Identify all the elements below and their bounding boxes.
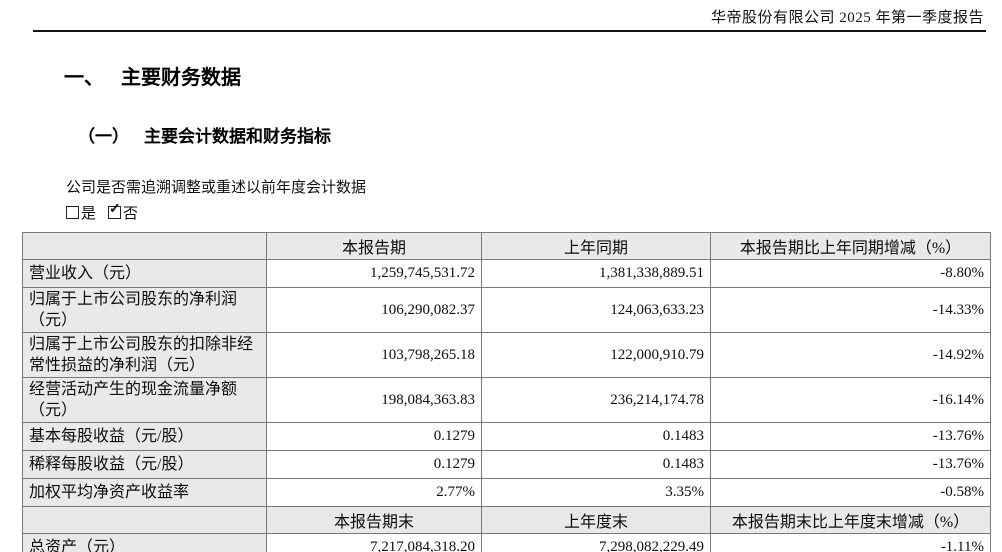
header-current-period-end: 本报告期末 xyxy=(266,506,482,534)
value-current: 106,290,082.37 xyxy=(266,287,482,333)
table-row-basic-eps: 基本每股收益（元/股） 0.1279 0.1483 -13.76% xyxy=(22,422,991,451)
header-blank-cell xyxy=(22,232,267,260)
value-prior: 236,214,174.78 xyxy=(481,377,711,423)
option-yes-label: 是 xyxy=(81,206,97,222)
value-prior: 0.1483 xyxy=(481,422,711,451)
header-current-period: 本报告期 xyxy=(266,232,482,260)
row-label: 归属于上市公司股东的扣除非经常性损益的净利润（元） xyxy=(22,332,267,378)
row-label: 经营活动产生的现金流量净额（元） xyxy=(22,377,267,423)
option-no-label: 否 xyxy=(123,206,139,222)
header-rule xyxy=(33,30,986,32)
value-current: 103,798,265.18 xyxy=(266,332,482,378)
table-row-net-profit-excl-nonrecurring: 归属于上市公司股东的扣除非经常性损益的净利润（元） 103,798,265.18… xyxy=(22,332,991,378)
row-label: 总资产（元） xyxy=(22,533,267,552)
subsection-heading-number: （一） xyxy=(78,127,129,146)
value-prior: 1,381,338,889.51 xyxy=(481,259,711,288)
row-label: 加权平均净资产收益率 xyxy=(22,478,267,507)
value-change: -1.11% xyxy=(710,533,991,552)
subsection-heading-text: 主要会计数据和财务指标 xyxy=(144,127,331,146)
table-header-period-row: 本报告期 上年同期 本报告期比上年同期增减（%） xyxy=(22,232,991,260)
table-row-operating-cash-flow: 经营活动产生的现金流量净额（元） 198,084,363.83 236,214,… xyxy=(22,377,991,423)
value-change: -8.80% xyxy=(710,259,991,288)
value-change: -13.76% xyxy=(710,450,991,479)
subsection-heading: （一） 主要会计数据和财务指标 xyxy=(78,122,1002,147)
header-period-end-change: 本报告期末比上年度末增减（%） xyxy=(710,506,991,534)
value-change: -16.14% xyxy=(710,377,991,423)
section-heading-number: 一、 xyxy=(64,67,104,89)
restatement-options: 是 ✓ 否 xyxy=(66,202,1002,223)
row-label: 归属于上市公司股东的净利润（元） xyxy=(22,287,267,333)
table-row-revenue: 营业收入（元） 1,259,745,531.72 1,381,338,889.5… xyxy=(22,259,991,288)
value-prior: 7,298,082,229.49 xyxy=(481,533,711,552)
value-current: 0.1279 xyxy=(266,422,482,451)
row-label: 稀释每股收益（元/股） xyxy=(22,450,267,479)
header-prior-year-end: 上年度末 xyxy=(481,506,711,534)
value-current: 2.77% xyxy=(266,478,482,507)
section-heading-text: 主要财务数据 xyxy=(121,67,241,89)
table-row-total-assets: 总资产（元） 7,217,084,318.20 7,298,082,229.49… xyxy=(22,533,991,552)
value-current: 1,259,745,531.72 xyxy=(266,259,482,288)
value-current: 0.1279 xyxy=(266,450,482,479)
value-prior: 3.35% xyxy=(481,478,711,507)
table-row-weighted-avg-roe: 加权平均净资产收益率 2.77% 3.35% -0.58% xyxy=(22,478,991,507)
restatement-question: 公司是否需追溯调整或重述以前年度会计数据 xyxy=(66,180,367,196)
checkbox-no-checked-icon: ✓ xyxy=(108,202,122,219)
header-prior-period: 上年同期 xyxy=(481,232,711,260)
header-period-change: 本报告期比上年同期增减（%） xyxy=(710,232,991,260)
value-change: -14.33% xyxy=(710,287,991,333)
value-prior: 124,063,633.23 xyxy=(481,287,711,333)
value-prior: 122,000,910.79 xyxy=(481,332,711,378)
value-change: -13.76% xyxy=(710,422,991,451)
table-row-net-profit: 归属于上市公司股东的净利润（元） 106,290,082.37 124,063,… xyxy=(22,287,991,333)
value-prior: 0.1483 xyxy=(481,450,711,479)
header-blank-cell xyxy=(22,506,267,534)
table-header-period-end-row: 本报告期末 上年度末 本报告期末比上年度末增减（%） xyxy=(22,506,991,534)
value-change: -14.92% xyxy=(710,332,991,378)
value-change: -0.58% xyxy=(710,478,991,507)
row-label: 基本每股收益（元/股） xyxy=(22,422,267,451)
doc-header-title: 华帝股份有限公司 2025 年第一季度报告 xyxy=(710,10,984,26)
row-label: 营业收入（元） xyxy=(22,259,267,288)
checkbox-yes-unchecked-icon xyxy=(66,206,79,219)
table-row-diluted-eps: 稀释每股收益（元/股） 0.1279 0.1483 -13.76% xyxy=(22,450,991,479)
section-heading: 一、 主要财务数据 xyxy=(64,61,1002,90)
value-current: 198,084,363.83 xyxy=(266,377,482,423)
value-current: 7,217,084,318.20 xyxy=(266,533,482,552)
check-mark-icon: ✓ xyxy=(109,202,121,217)
key-financials-table: 本报告期 上年同期 本报告期比上年同期增减（%） 营业收入（元） 1,259,7… xyxy=(22,232,991,552)
